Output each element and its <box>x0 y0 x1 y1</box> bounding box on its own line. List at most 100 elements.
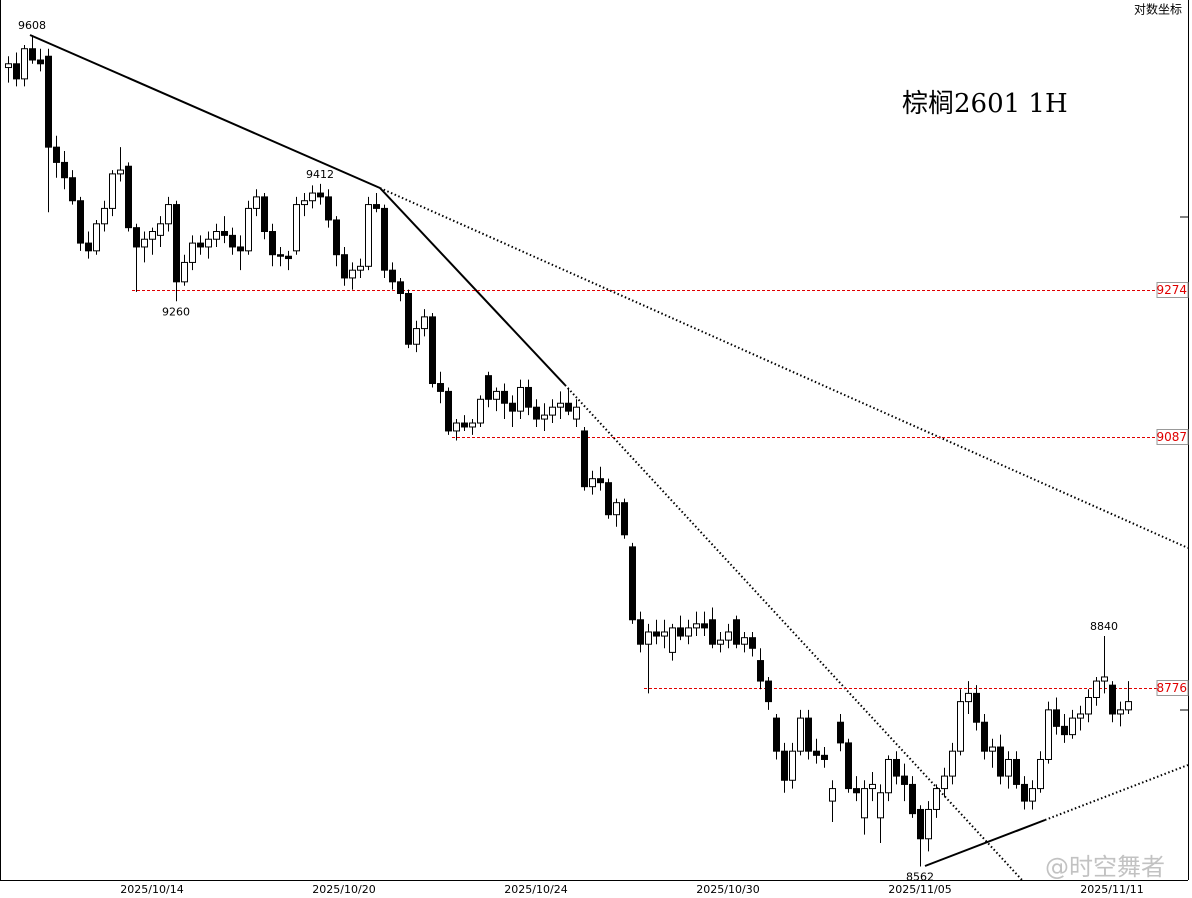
candle-body <box>365 204 372 267</box>
candle-body <box>45 55 52 148</box>
annotation: 9608 <box>18 19 46 32</box>
candle-body <box>885 758 892 794</box>
candle-body <box>877 792 884 819</box>
candle-body <box>1021 783 1028 802</box>
candle-body <box>1069 717 1076 736</box>
candle-body <box>101 207 108 225</box>
candle-body <box>597 478 604 484</box>
trend-line <box>379 187 1189 549</box>
candle-body <box>533 406 540 420</box>
candle-body <box>757 660 764 682</box>
level-label: 9274 <box>1156 283 1187 297</box>
candle-body <box>949 750 956 777</box>
candle-body <box>469 422 476 428</box>
candle-body <box>997 746 1004 777</box>
x-tick-label: 2025/11/11 <box>1080 883 1143 896</box>
trend-line <box>924 819 1046 867</box>
candle-body <box>245 207 252 252</box>
candle-body <box>1005 758 1012 777</box>
candle-body <box>1053 709 1060 727</box>
candle-body <box>77 200 84 244</box>
trend-line <box>379 187 566 386</box>
candle-body <box>941 775 948 790</box>
candle-body <box>165 204 172 225</box>
candle-body <box>269 231 276 256</box>
candle-body <box>1029 788 1036 802</box>
candle-body <box>725 631 732 641</box>
x-tick-label: 2025/10/14 <box>120 883 183 896</box>
candle-body <box>85 242 92 252</box>
candle-body <box>669 627 676 653</box>
candle-body <box>717 639 724 645</box>
candle-body <box>541 414 548 420</box>
candle-body <box>349 269 356 279</box>
candle-body <box>333 219 340 256</box>
candle-body <box>157 223 164 236</box>
candle-body <box>653 631 660 637</box>
candle-body <box>693 623 700 629</box>
chart-title: 棕榈2601 1H <box>902 89 1068 119</box>
candle-body <box>925 808 932 840</box>
candle-body <box>845 742 852 790</box>
watermark: @时空舞者 <box>1045 853 1165 881</box>
trend-line <box>1044 764 1189 821</box>
candle-body <box>901 775 908 785</box>
candle-body <box>701 623 708 629</box>
candle-body <box>709 619 716 645</box>
candle-body <box>373 204 380 209</box>
candle-body <box>53 146 60 163</box>
candle-body <box>125 165 132 229</box>
candle-body <box>1109 684 1116 715</box>
candle-body <box>549 406 556 416</box>
candle-body <box>957 701 964 752</box>
candle-body <box>29 48 36 61</box>
candle-body <box>661 631 668 637</box>
candle-body <box>765 680 772 703</box>
candle-body <box>181 261 188 283</box>
candle-body <box>397 281 404 294</box>
candle-body <box>1061 725 1068 736</box>
annotation: 8562 <box>906 871 934 884</box>
candle-body <box>805 717 812 752</box>
scale-label: 对数坐标 <box>1134 2 1182 17</box>
candle-body <box>133 227 140 248</box>
candle-body <box>173 204 180 283</box>
candle-body <box>325 196 332 221</box>
candle-body <box>741 637 748 645</box>
candle-body <box>1045 709 1052 760</box>
annotation: 9412 <box>306 168 334 181</box>
candle-body <box>389 269 396 283</box>
candle-body <box>69 177 76 202</box>
candle-body <box>813 750 820 756</box>
candle-body <box>253 196 260 209</box>
level-label: 9087 <box>1156 430 1187 444</box>
candle-body <box>605 482 612 516</box>
candle-body <box>797 717 804 752</box>
candle-body <box>1077 713 1084 719</box>
candle-body <box>861 788 868 819</box>
candle-body <box>445 390 452 432</box>
candle-body <box>869 783 876 790</box>
candle-body <box>149 231 156 240</box>
candle-body <box>589 478 596 488</box>
candle-body <box>61 161 68 179</box>
trend-line <box>29 34 381 189</box>
candle-body <box>989 746 996 752</box>
candle-body <box>493 390 500 400</box>
level-label-box <box>1156 282 1189 298</box>
candle-body <box>437 383 444 392</box>
x-tick-label: 2025/10/30 <box>696 883 759 896</box>
candle-body <box>909 783 916 815</box>
candle-body <box>1013 758 1020 785</box>
candle-body <box>13 63 20 80</box>
candle-body <box>581 430 588 488</box>
candle-body <box>21 48 28 80</box>
candle-body <box>517 386 524 412</box>
candle-body <box>461 422 468 428</box>
x-tick-label: 2025/11/05 <box>888 883 951 896</box>
candle-body <box>1093 680 1100 699</box>
trend-lines <box>29 34 1189 881</box>
candle-body <box>237 246 244 252</box>
candle-body <box>261 196 268 233</box>
candle-body <box>5 63 12 69</box>
